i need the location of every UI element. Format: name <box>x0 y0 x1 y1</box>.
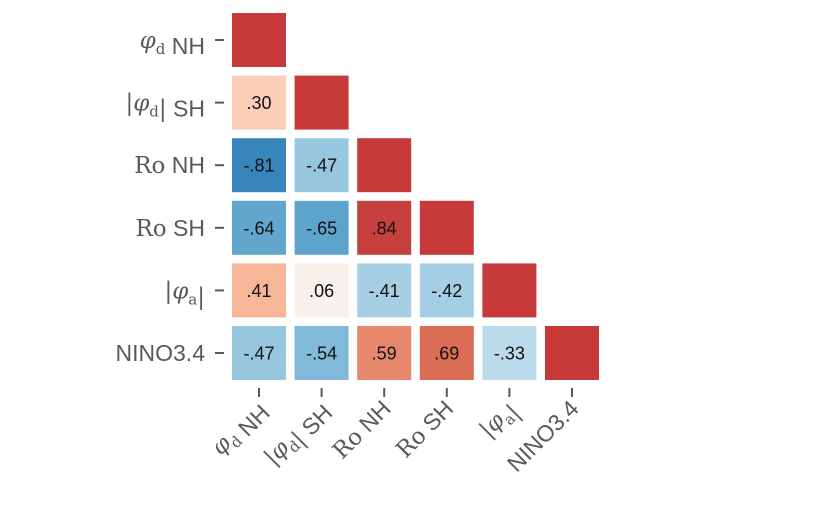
heatmap-cell <box>419 326 474 380</box>
heatmap-cell <box>357 138 412 193</box>
x-tick-label: |φd| SH <box>259 396 338 475</box>
heatmap-cell <box>232 200 286 255</box>
cell-value-label: .59 <box>372 344 397 364</box>
heatmap-cell <box>232 326 286 380</box>
heatmap-cell <box>232 138 286 193</box>
y-tick-label: φd NH <box>140 28 205 59</box>
cell-value-label: -.65 <box>306 218 337 238</box>
heatmap-cell <box>294 200 349 255</box>
cell-value-label: -.64 <box>243 218 274 238</box>
cell-value-label: -.42 <box>431 281 462 301</box>
heatmap-cell <box>294 263 349 318</box>
cell-value-label: -.41 <box>369 281 400 301</box>
heatmap-cell <box>482 263 537 318</box>
cell-value-label: .30 <box>246 93 271 113</box>
heatmap-cell <box>419 200 474 255</box>
cell-value-label: -.47 <box>306 156 337 176</box>
heatmap-cell <box>357 200 412 255</box>
heatmap-cell <box>357 263 412 318</box>
cell-value-label: -.54 <box>306 344 337 364</box>
cell-value-label: -.33 <box>494 344 525 364</box>
x-tick-label: Ro SH <box>391 395 459 463</box>
heatmap-cell <box>482 326 537 380</box>
heatmap-cell <box>294 326 349 380</box>
x-tick-label: |φa| <box>475 396 526 447</box>
heatmap-cell <box>294 75 349 130</box>
cell-value-label: .69 <box>434 344 459 364</box>
heatmap-cell <box>357 326 412 380</box>
y-axis-labels: φd NH |φd| SH Ro NH Ro SH |φa| NINO3.4 <box>116 28 224 366</box>
cell-value-label: -.81 <box>243 156 274 176</box>
y-tick-label: Ro NH <box>134 152 205 179</box>
heatmap-cell <box>294 138 349 193</box>
cell-value-label: .84 <box>372 218 397 238</box>
y-tick-label: |φd| SH <box>125 91 205 123</box>
y-tick-label: NINO3.4 <box>116 340 206 366</box>
cell-value-label: .41 <box>246 281 271 301</box>
heatmap-cell <box>232 75 286 130</box>
y-tick-label: Ro SH <box>135 215 205 242</box>
heatmap-cell <box>232 263 286 318</box>
x-tick-label: Ro NH <box>327 395 396 464</box>
cell-value-label: .06 <box>309 281 334 301</box>
y-tick-label: |φa| <box>164 278 205 310</box>
heatmap-cells: .30 -.81 -.47 -.64 -.65 .84 .41 .06 -.41 -.42 -.47… <box>232 13 599 380</box>
heatmap-cell <box>545 326 599 380</box>
heatmap-cell <box>232 13 286 67</box>
heatmap-cell <box>419 263 474 318</box>
cell-value-label: -.47 <box>243 344 274 364</box>
